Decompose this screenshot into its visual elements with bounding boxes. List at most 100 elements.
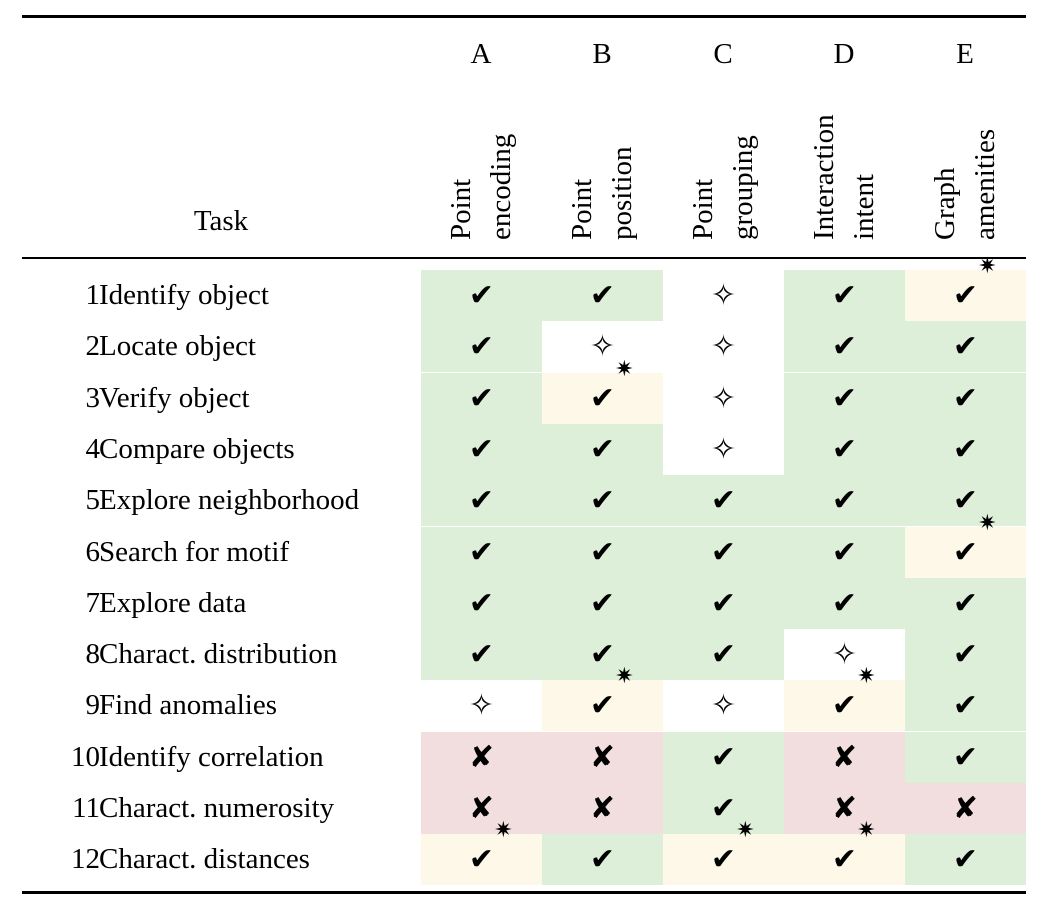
column-name-line1: Graph xyxy=(929,167,961,240)
check-cell: ✔ xyxy=(663,577,784,629)
table-row: 6 Search for motif ✔ ✔ ✔ ✔ ✔ ✷ xyxy=(22,510,1026,578)
column-name-line2: amenities xyxy=(969,128,1001,240)
column-letter: B xyxy=(592,38,612,70)
check-cell: ✔ xyxy=(905,834,1026,886)
cross-icon: ✘ xyxy=(589,791,616,826)
task-name: Explore data xyxy=(99,586,247,619)
check-icon: ✔ xyxy=(952,585,979,621)
check-icon: ✔ xyxy=(952,739,979,775)
check-cell: ✔ xyxy=(905,372,1026,424)
check-icon: ✔ xyxy=(831,431,858,467)
open-star-icon: ✧ xyxy=(710,380,737,416)
task-name: Explore neighborhood xyxy=(99,484,360,517)
column-name-line1: Interaction xyxy=(808,114,840,240)
open-star-icon: ✧ xyxy=(710,278,737,313)
check-star-cell: ✔ ✷ xyxy=(784,664,905,732)
check-cell: ✔ xyxy=(784,526,905,578)
check-star-icon: ✔ ✷ xyxy=(831,818,876,878)
row-number: 1 xyxy=(85,279,101,311)
check-cell: ✔ xyxy=(542,270,663,321)
table-row: 10 Identify correlation ✘ ✘ ✔ ✘ ✔ xyxy=(22,731,1026,783)
cross-cell: ✘ xyxy=(421,731,542,783)
check-cell: ✔ xyxy=(905,680,1026,732)
star-superscript-icon: ✷ xyxy=(615,664,634,690)
open-star-icon: ✧ xyxy=(468,688,495,724)
row-number: 7 xyxy=(85,586,101,619)
check-cell: ✔ xyxy=(542,526,663,578)
check-icon: ✔ xyxy=(589,842,616,878)
check-cell: ✔ xyxy=(905,577,1026,629)
column-name-line1: Point xyxy=(445,178,477,240)
check-icon: ✔ xyxy=(831,483,858,519)
open-star-cell: ✧ xyxy=(663,270,784,321)
column-letter: C xyxy=(713,38,733,70)
task-name: Search for motif xyxy=(99,535,290,568)
column-name-line2: encoding xyxy=(485,133,517,240)
check-cell: ✔ xyxy=(784,321,905,373)
task-name: Identify object xyxy=(99,279,269,311)
open-star-cell: ✧ xyxy=(784,629,905,681)
check-cell: ✔ xyxy=(421,270,542,321)
check-icon: ✔ xyxy=(831,278,858,313)
row-number: 12 xyxy=(71,843,100,876)
check-icon: ✔ xyxy=(589,585,616,621)
table-row: 4 Compare objects ✔ ✔ ✧ ✔ ✔ xyxy=(22,423,1026,475)
cross-cell: ✘ xyxy=(905,783,1026,834)
table-row: 8 Charact. distribution ✔ ✔ ✔ ✧ ✔ xyxy=(22,629,1026,681)
check-icon: ✔ xyxy=(710,534,737,570)
task-name: Identify correlation xyxy=(99,740,324,773)
task-name: Charact. distribution xyxy=(99,638,338,671)
check-icon: ✔ xyxy=(952,637,979,673)
star-superscript-icon: ✷ xyxy=(736,818,755,844)
check-cell: ✔ xyxy=(542,423,663,475)
check-icon: ✔ xyxy=(710,739,737,775)
header-rule xyxy=(22,257,1026,259)
check-star-icon: ✔ ✷ xyxy=(952,510,997,570)
check-icon: ✔ xyxy=(952,688,979,724)
check-cell: ✔ xyxy=(663,526,784,578)
task-name: Verify object xyxy=(99,381,250,414)
cross-icon: ✘ xyxy=(831,791,858,826)
cross-cell: ✘ xyxy=(784,783,905,834)
check-cell: ✔ xyxy=(784,577,905,629)
open-star-icon: ✧ xyxy=(831,637,858,673)
column-name-line2: grouping xyxy=(727,135,759,240)
check-icon: ✔ xyxy=(468,329,495,365)
check-cell: ✔ xyxy=(784,423,905,475)
check-cell: ✔ xyxy=(905,321,1026,373)
star-superscript-icon: ✷ xyxy=(494,818,513,844)
task-name: Charact. distances xyxy=(99,843,310,876)
check-icon: ✔ xyxy=(589,534,616,570)
check-cell: ✔ xyxy=(905,475,1026,527)
check-cell: ✔ xyxy=(663,475,784,527)
open-star-cell: ✧ xyxy=(663,372,784,424)
star-superscript-icon: ✷ xyxy=(978,510,997,536)
check-star-icon: ✔ ✷ xyxy=(589,356,634,416)
check-icon: ✔ xyxy=(952,842,979,878)
check-star-cell: ✔ ✷ xyxy=(542,356,663,424)
row-number: 2 xyxy=(85,330,101,363)
check-star-cell: ✔ ✷ xyxy=(784,818,905,886)
task-name: Locate object xyxy=(99,330,256,363)
check-star-cell: ✔ ✷ xyxy=(663,818,784,886)
open-star-cell: ✧ xyxy=(663,321,784,373)
check-cell: ✔ xyxy=(663,731,784,783)
table-row: 5 Explore neighborhood ✔ ✔ ✔ ✔ ✔ xyxy=(22,475,1026,527)
check-star-icon: ✔ ✷ xyxy=(952,254,997,314)
table-row: 9 Find anomalies ✧ ✔ ✷ ✧ ✔ ✷ ✔ xyxy=(22,664,1026,732)
check-cell: ✔ xyxy=(542,629,663,681)
row-number: 5 xyxy=(85,484,101,517)
check-icon: ✔ xyxy=(831,329,858,365)
check-star-cell: ✔ ✷ xyxy=(905,510,1026,578)
check-cell: ✔ xyxy=(663,629,784,681)
star-superscript-icon: ✷ xyxy=(978,254,997,279)
check-icon: ✔ xyxy=(831,534,858,570)
check-cell: ✔ xyxy=(542,577,663,629)
check-star-icon: ✔ ✷ xyxy=(710,818,755,878)
open-star-icon: ✧ xyxy=(710,329,737,365)
table-row: 1 Identify object ✔ ✔ ✧ ✔ ✔ ✷ xyxy=(22,254,1026,321)
check-star-icon: ✔ ✷ xyxy=(831,664,876,724)
check-icon: ✔ xyxy=(589,483,616,519)
check-star-icon: ✔ ✷ xyxy=(468,818,513,878)
check-icon: ✔ xyxy=(710,483,737,519)
